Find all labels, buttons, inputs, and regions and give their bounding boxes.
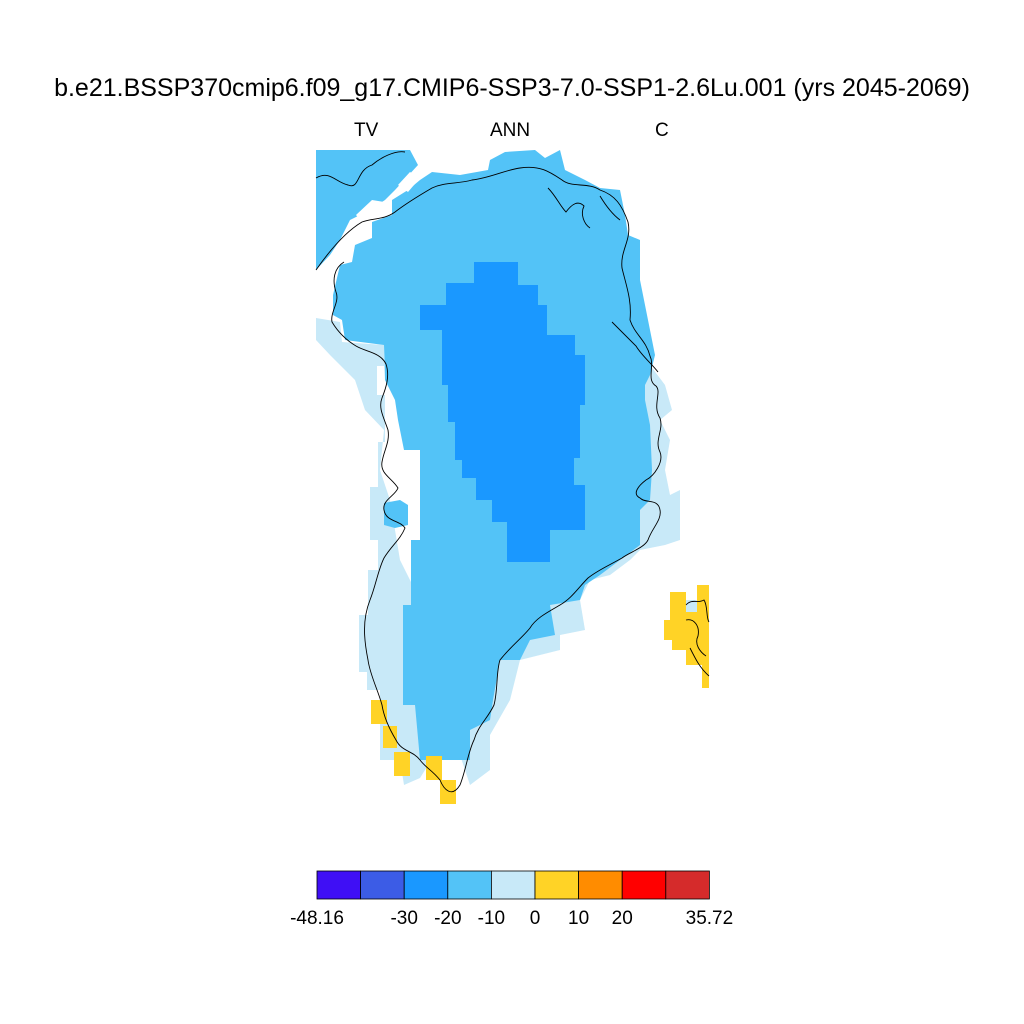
colorbar-tick-label: 0 xyxy=(530,908,541,929)
colorbar-swatch xyxy=(360,870,405,900)
colorbar-tick-label: -30 xyxy=(390,908,417,929)
colorbar-swatch xyxy=(447,870,492,900)
colorbar-tick-label: 20 xyxy=(612,908,633,929)
plot-title: b.e21.BSSP370cmip6.f09_g17.CMIP6-SSP3-7.… xyxy=(54,74,970,102)
colorbar-swatch xyxy=(621,870,667,900)
colorbar-tick-label: -20 xyxy=(434,908,461,929)
colorbar-tick-label: 35.72 xyxy=(686,908,734,929)
coastline-iceland xyxy=(685,599,710,677)
colorbar-swatch xyxy=(578,870,623,900)
region-0-to-10-south xyxy=(371,700,456,804)
coastline xyxy=(315,151,662,793)
coastline-north xyxy=(547,187,659,373)
subtitle-units: C xyxy=(655,120,669,141)
colorbar-swatch xyxy=(490,870,536,900)
region-minus30-to-minus20 xyxy=(420,262,585,562)
colorbar-tick-label: 10 xyxy=(568,908,589,929)
gap-white-1 xyxy=(356,200,384,222)
colorbar-swatch xyxy=(534,870,579,900)
colorbar-swatch xyxy=(316,870,361,900)
colorbar-swatch xyxy=(403,870,449,900)
colorbar-swatch xyxy=(665,870,710,900)
subtitle-period: ANN xyxy=(490,120,531,141)
gap-white-2 xyxy=(398,172,420,192)
colorbar-tick-label: -10 xyxy=(478,908,505,929)
subtitle-variable: TV xyxy=(354,120,379,141)
colorbar-tick-label: -48.16 xyxy=(290,908,344,929)
region-west-patch xyxy=(384,500,408,528)
